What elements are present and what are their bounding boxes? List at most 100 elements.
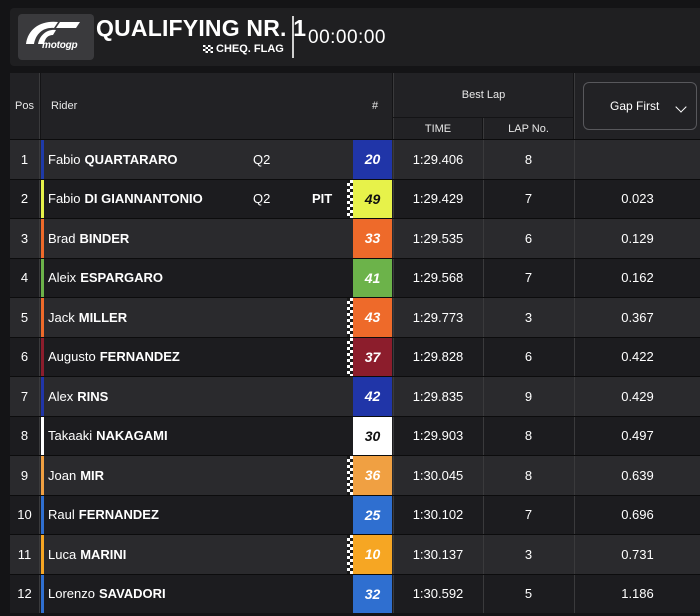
table-row[interactable]: 2 Fabio DI GIANNANTONIO Q2 PIT 49 1:29.429 7 0.0… [10, 178, 700, 218]
rider-number: 30 [353, 416, 392, 455]
best-lap-number: 8 [483, 416, 573, 455]
session-timer: 00:00:00 [308, 27, 386, 48]
rider-last-name: SAVADORI [98, 586, 166, 602]
best-lap-time: 1:29.406 [393, 140, 482, 179]
row-position: 2 [10, 179, 40, 218]
rider-first-name: Raul [48, 507, 75, 523]
rider-first-name: Alex [48, 388, 74, 404]
header-pos: Pos [10, 73, 40, 139]
rider-first-name: Joan [48, 467, 77, 483]
rider-first-name: Augusto [48, 349, 96, 365]
table-row[interactable]: 4 Aleix ESPARGARO 41 1:29.568 7 0.162 [10, 257, 700, 297]
rider-name: Augusto FERNANDEZ [48, 338, 180, 377]
row-position: 1 [10, 140, 40, 179]
rider-first-name: Fabio [48, 191, 81, 207]
checkered-marker-icon [347, 179, 353, 218]
table-row[interactable]: 5 Jack MILLER 43 1:29.773 3 0.367 [10, 297, 700, 337]
rider-first-name: Fabio [48, 151, 81, 167]
header-best-lap: Best Lap [393, 73, 573, 117]
rider-number: 49 [353, 179, 392, 218]
team-color-bar [41, 535, 44, 574]
checkered-marker-icon [347, 535, 353, 574]
team-color-bar [41, 298, 44, 337]
best-lap-number: 8 [483, 456, 573, 495]
best-lap-time: 1:29.903 [393, 416, 482, 455]
header-gap: Gap First [574, 73, 700, 139]
best-lap-number: 3 [483, 298, 573, 337]
rider-name: Fabio QUARTARARO [48, 140, 177, 179]
rider-first-name: Jack [48, 309, 75, 325]
rider-last-name: FERNANDEZ [99, 349, 180, 365]
rider-last-name: ESPARGARO [80, 270, 164, 286]
checkered-flag-icon [203, 45, 213, 53]
gap-to-first: 0.367 [574, 298, 700, 337]
row-position: 5 [10, 298, 40, 337]
best-lap-time: 1:30.137 [393, 535, 482, 574]
table-row[interactable]: 11 Luca MARINI 10 1:30.137 3 0.731 [10, 534, 700, 574]
table-row[interactable]: 1 Fabio QUARTARARO Q2 20 1:29.406 8 [10, 139, 700, 179]
rider-number: 36 [353, 456, 392, 495]
flag-status-label: CHEQ. FLAG [216, 43, 284, 55]
rider-last-name: MIR [80, 467, 105, 483]
rider-number: 43 [353, 298, 392, 337]
pit-indicator: PIT [312, 191, 333, 207]
rider-last-name: QUARTARARO [84, 151, 178, 167]
best-lap-time: 1:29.429 [393, 179, 482, 218]
best-lap-time: 1:30.102 [393, 495, 482, 534]
session-title: QUALIFYING NR. 1 [96, 15, 307, 41]
best-lap-time: 1:29.835 [393, 377, 482, 416]
rider-number: 33 [353, 219, 392, 258]
gap-to-first: 0.639 [574, 456, 700, 495]
rider-last-name: NAKAGAMI [96, 428, 168, 444]
rider-first-name: Aleix [48, 270, 77, 286]
rider-first-name: Lorenzo [48, 586, 95, 602]
rider-first-name: Luca [48, 546, 77, 562]
best-lap-time: 1:30.045 [393, 456, 482, 495]
gap-to-first: 0.023 [574, 179, 700, 218]
row-position: 8 [10, 416, 40, 455]
gap-mode-label: Gap First [610, 99, 660, 113]
header-lap-no: LAP No. [483, 118, 573, 139]
table-row[interactable]: 10 Raul FERNANDEZ 25 1:30.102 7 0.696 [10, 494, 700, 534]
q2-badge: Q2 [253, 191, 271, 207]
rider-first-name: Brad [48, 230, 76, 246]
gap-to-first: 0.422 [574, 337, 700, 376]
gap-to-first: 0.731 [574, 535, 700, 574]
checkered-marker-icon [347, 298, 353, 337]
team-color-bar [41, 337, 44, 376]
row-position: 4 [10, 258, 40, 297]
rider-number: 25 [353, 495, 392, 534]
table-row[interactable]: 6 Augusto FERNANDEZ 37 1:29.828 6 0.422 [10, 336, 700, 377]
row-position: 9 [10, 456, 40, 495]
team-color-bar [41, 456, 44, 495]
table-row[interactable]: 9 Joan MIR 36 1:30.045 8 0.639 [10, 455, 700, 495]
checkered-marker-icon [347, 337, 353, 376]
best-lap-number: 7 [483, 179, 573, 218]
best-lap-time: 1:29.535 [393, 219, 482, 258]
gap-mode-select[interactable]: Gap First [583, 82, 697, 130]
rider-first-name: Takaaki [48, 428, 93, 444]
table-row[interactable]: 3 Brad BINDER 33 1:29.535 6 0.129 [10, 218, 700, 258]
rider-number: 41 [353, 258, 392, 297]
team-color-bar [41, 416, 44, 455]
checkered-marker-icon [347, 456, 353, 495]
best-lap-number: 6 [483, 337, 573, 376]
rider-name: Brad BINDER [48, 219, 129, 258]
table-row[interactable]: 7 Alex RINS 42 1:29.835 9 0.429 [10, 376, 700, 416]
session-header: motogp QUALIFYING NR. 1 CHEQ. FLAG 00:00… [10, 8, 700, 66]
table-row[interactable]: 8 Takaaki NAKAGAMI 30 1:29.903 8 0.497 [10, 415, 700, 456]
rider-name: Takaaki NAKAGAMI [48, 417, 168, 456]
best-lap-number: 5 [483, 574, 573, 613]
rider-number: 37 [353, 337, 392, 376]
best-lap-number: 7 [483, 495, 573, 534]
rider-last-name: FERNANDEZ [78, 507, 159, 523]
motogp-logo: motogp [18, 14, 94, 60]
best-lap-number: 6 [483, 219, 573, 258]
table-header: Pos Rider # Best Lap TIME LAP No. Gap Fi… [10, 73, 700, 139]
table-row[interactable]: 12 Lorenzo SAVADORI 32 1:30.592 5 1.186 [10, 573, 700, 613]
best-lap-time: 1:29.828 [393, 337, 482, 376]
team-color-bar [41, 377, 44, 416]
gap-to-first: 1.186 [574, 574, 700, 613]
motogp-logo-mark [26, 21, 80, 44]
rider-last-name: BINDER [79, 230, 130, 246]
